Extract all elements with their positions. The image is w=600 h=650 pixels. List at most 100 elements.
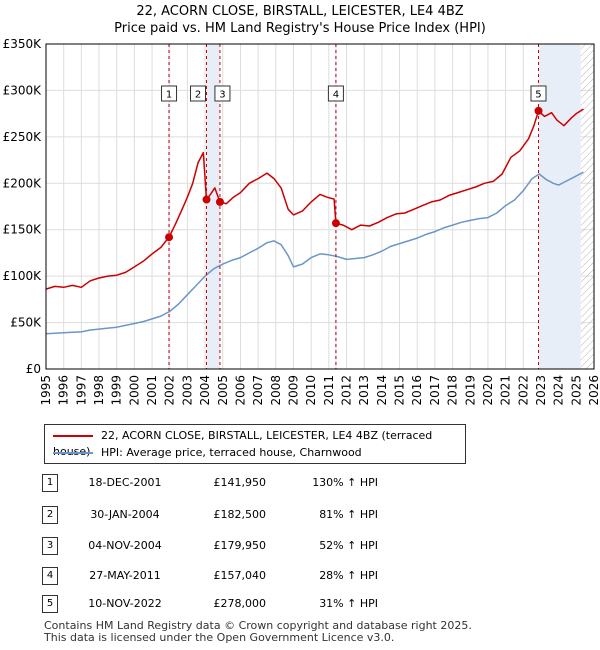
legend-swatch-property [53,435,93,437]
x-tick-label: 2004 [198,375,212,406]
legend-label-property: 22, ACORN CLOSE, BIRSTALL, LEICESTER, LE… [53,429,433,458]
x-tick-label: 1999 [110,375,124,406]
legend-item-hpi: HPI: Average price, terraced house, Char… [53,445,362,461]
x-tick-label: 2022 [516,375,530,406]
sale-price: £141,950 [213,476,267,489]
sale-hpi-diff: 130% ↑ HPI [312,476,378,489]
table-row: 3 04-NOV-2004 £179,950 52% ↑ HPI [40,537,440,555]
sale-band [206,44,220,369]
x-tick-label: 1996 [57,375,71,406]
sale-price: £182,500 [213,508,267,521]
x-tick-label: 2023 [534,375,548,406]
x-tick-label: 2016 [410,375,424,406]
table-row: 1 18-DEC-2001 £141,950 130% ↑ HPI [40,474,440,492]
legend-label-hpi: HPI: Average price, terraced house, Char… [101,446,362,459]
x-tick-label: 2024 [552,375,566,406]
x-tick-label: 2014 [375,375,389,406]
x-tick-label: 1995 [39,375,53,406]
sale-date: 18-DEC-2001 [88,476,162,489]
table-row: 4 27-MAY-2011 £157,040 28% ↑ HPI [40,567,440,585]
x-tick-label: 2015 [393,375,407,406]
plot-area [46,44,594,369]
x-tick-label: 2025 [569,375,583,406]
sale-3-badge-label: 3 [219,90,225,101]
sale-4-point [331,219,340,228]
sale-number-badge: 2 [42,506,58,524]
x-tick-label: 2011 [322,375,336,406]
x-tick-label: 2013 [357,375,371,406]
sale-markers: 1 2 3 4 5 [161,44,547,369]
title-line-2: Price paid vs. HM Land Registry's House … [114,21,486,36]
title-line-1: 22, ACORN CLOSE, BIRSTALL, LEICESTER, LE… [136,4,464,19]
footer-line-1: Contains HM Land Registry data © Crown c… [44,619,472,632]
sale-2-badge-label: 2 [195,90,201,101]
sale-hpi-diff: 28% ↑ HPI [319,569,378,582]
x-tick-label: 2012 [340,375,354,406]
sale-price: £278,000 [213,597,267,610]
x-tick-label: 2000 [127,375,141,406]
sale-date: 10-NOV-2022 [88,597,162,610]
x-tick-label: 2003 [180,375,194,406]
y-tick-label: £300K [3,83,43,97]
sale-2-point [202,195,211,204]
x-tick-label: 2017 [428,375,442,406]
x-tick-label: 2007 [251,375,265,406]
x-tick-label: 2010 [304,375,318,406]
sale-hpi-diff: 81% ↑ HPI [319,508,378,521]
sale-number-badge: 1 [42,474,58,492]
x-tick-label: 1998 [92,375,106,406]
y-tick-label: £200K [3,176,43,190]
x-tick-label: 2026 [587,375,600,406]
x-tick-label: 2001 [145,375,159,406]
x-tick-label: 2020 [481,375,495,406]
y-tick-label: £150K [3,223,43,237]
sale-price: £179,950 [213,539,267,552]
sale-5-point [534,106,543,115]
table-row: 2 30-JAN-2004 £182,500 81% ↑ HPI [40,506,440,524]
series-lines [45,108,584,335]
y-tick-label: £100K [3,269,43,283]
y-tick-label: £350K [3,37,43,51]
x-tick-label: 2002 [163,375,177,406]
sale-price: £157,040 [213,569,267,582]
y-tick-label: £0 [26,362,41,376]
sale-5-badge-label: 5 [535,90,541,101]
footer-line-2: This data is licensed under the Open Gov… [44,631,395,644]
sale-number-badge: 5 [42,595,58,613]
x-tick-label: 2018 [446,375,460,406]
sale-hpi-diff: 52% ↑ HPI [319,539,378,552]
sale-date: 30-JAN-2004 [90,508,160,521]
sale-5-badge [530,85,547,102]
forecast-hatch [580,44,594,369]
sale-4-badge [327,85,344,102]
y-tick-label: £50K [10,316,42,330]
sale-date: 04-NOV-2004 [88,539,162,552]
chart-title: 22, ACORN CLOSE, BIRSTALL, LEICESTER, LE… [0,3,600,37]
x-tick-label: 1997 [74,375,88,406]
sale-number-badge: 4 [42,567,58,585]
table-row: 5 10-NOV-2022 £278,000 31% ↑ HPI [40,595,440,613]
x-tick-label: 2009 [286,375,300,406]
sale-1-badge-label: 1 [166,90,172,101]
sale-hpi-diff: 31% ↑ HPI [319,597,378,610]
hpi-line [45,171,584,335]
sale-1-point [165,233,174,242]
sale-2-badge [190,85,207,102]
axes: £0 £50K £100K £150K £200K £250K £300K £350K 1995… [3,37,600,406]
property-price-line [45,108,584,290]
x-tick-label: 2008 [269,375,283,406]
sale-date: 27-MAY-2011 [89,569,161,582]
sale-4-badge-label: 4 [333,90,339,101]
sale-3-point [215,197,224,206]
legend-swatch-hpi [53,452,93,454]
x-tick-label: 2019 [463,375,477,406]
footer-attribution: Contains HM Land Registry data © Crown c… [44,620,472,644]
price-chart: 1 2 3 4 5 £0 £50K £100K £150K £200K £250K £300K £35… [3,37,600,406]
plot-border [45,43,595,370]
grid [45,43,595,370]
sale-3-badge [214,85,231,102]
legend-item-property: 22, ACORN CLOSE, BIRSTALL, LEICESTER, LE… [53,428,465,458]
legend: 22, ACORN CLOSE, BIRSTALL, LEICESTER, LE… [44,424,466,464]
sale-number-badge: 3 [42,537,58,555]
x-tick-label: 2006 [233,375,247,406]
